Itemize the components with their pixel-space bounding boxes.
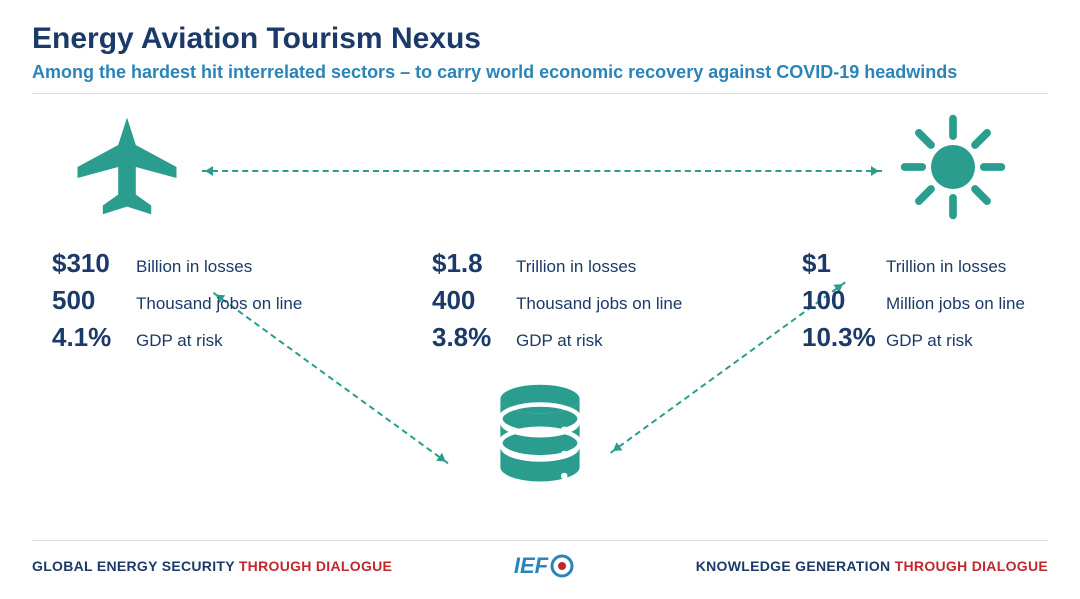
stat-value: 100 (802, 285, 878, 316)
node-tourism (898, 112, 1008, 222)
airplane-icon (72, 112, 182, 222)
footer-left-b: THROUGH DIALOGUE (239, 558, 392, 574)
stat-row: $1.8 Trillion in losses (432, 248, 682, 279)
stat-row: 400 Thousand jobs on line (432, 285, 682, 316)
stat-label: GDP at risk (886, 331, 973, 351)
stat-value: $310 (52, 248, 128, 279)
stat-label: Million jobs on line (886, 294, 1025, 314)
stat-row: $1 Trillion in losses (802, 248, 1025, 279)
stat-row: $310 Billion in losses (52, 248, 302, 279)
stat-value: $1.8 (432, 248, 508, 279)
stat-label: Thousand jobs on line (136, 294, 302, 314)
stat-value: 3.8% (432, 322, 508, 353)
footer-left-a: GLOBAL ENERGY SECURITY (32, 558, 239, 574)
node-energy (485, 377, 595, 487)
stat-value: 400 (432, 285, 508, 316)
stat-row: 10.3% GDP at risk (802, 322, 1025, 353)
stat-label: Trillion in losses (516, 257, 636, 277)
stat-value: 4.1% (52, 322, 128, 353)
arrow-aviation-tourism (202, 170, 882, 172)
footer-left: GLOBAL ENERGY SECURITY THROUGH DIALOGUE (32, 558, 392, 574)
stat-row: 500 Thousand jobs on line (52, 285, 302, 316)
stat-label: Billion in losses (136, 257, 252, 277)
stat-label: GDP at risk (516, 331, 603, 351)
stat-row: 100 Million jobs on line (802, 285, 1025, 316)
logo-mark-icon (550, 554, 574, 578)
stat-label: GDP at risk (136, 331, 223, 351)
stat-value: 10.3% (802, 322, 878, 353)
stats-tourism: $1 Trillion in losses 100 Million jobs o… (802, 242, 1025, 359)
stat-row: 3.8% GDP at risk (432, 322, 682, 353)
footer: GLOBAL ENERGY SECURITY THROUGH DIALOGUE … (32, 540, 1048, 579)
node-aviation (72, 112, 182, 222)
database-icon (485, 377, 595, 487)
footer-right-a: KNOWLEDGE GENERATION (696, 558, 895, 574)
divider-top (32, 93, 1048, 94)
ief-logo: IEF (514, 553, 574, 579)
stat-label: Trillion in losses (886, 257, 1006, 277)
stats-energy: $1.8 Trillion in losses 400 Thousand job… (432, 242, 682, 359)
stat-row: 4.1% GDP at risk (52, 322, 302, 353)
stats-aviation: $310 Billion in losses 500 Thousand jobs… (52, 242, 302, 359)
stat-value: $1 (802, 248, 878, 279)
stat-label: Thousand jobs on line (516, 294, 682, 314)
logo-text: IEF (514, 553, 548, 579)
page-title: Energy Aviation Tourism Nexus (32, 22, 1048, 56)
footer-right-b: THROUGH DIALOGUE (895, 558, 1048, 574)
stat-value: 500 (52, 285, 128, 316)
diagram: $310 Billion in losses 500 Thousand jobs… (32, 112, 1048, 492)
footer-right: KNOWLEDGE GENERATION THROUGH DIALOGUE (696, 558, 1048, 574)
sun-icon (898, 112, 1008, 222)
page-subtitle: Among the hardest hit interrelated secto… (32, 62, 1048, 83)
